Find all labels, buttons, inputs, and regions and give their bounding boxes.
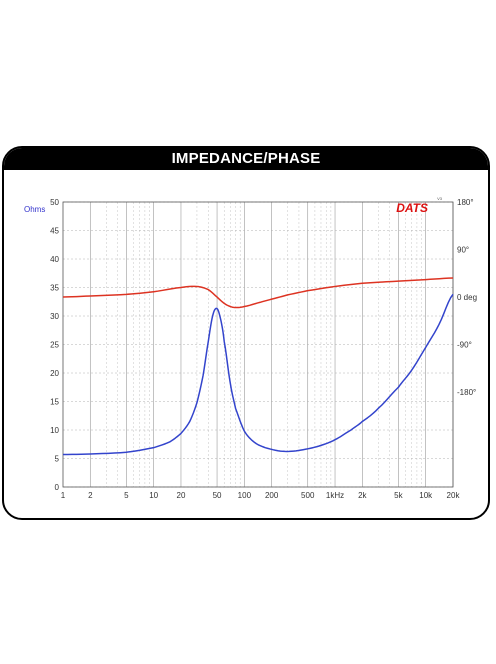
y-left-axis: 0 5 10 15 20 25 30 35 40 45 50 [50,198,59,492]
x-tick-label: 10k [419,491,433,500]
x-tick-label: 10 [149,491,158,500]
series [62,277,454,456]
y-right-tick-label: -180° [457,388,476,397]
x-tick-label: 2 [88,491,93,500]
y-left-tick-label: 15 [50,398,59,407]
x-tick-label: 20k [447,491,461,500]
y-left-tick-label: 40 [50,255,59,264]
x-tick-label: 200 [265,491,279,500]
chart-panel: IMPEDANCE/PHASE 0 5 10 15 20 25 30 35 40 45 50 180… [2,146,490,520]
x-tick-label: 500 [301,491,315,500]
y-left-tick-label: 50 [50,198,59,207]
x-tick-label: 5k [394,491,403,500]
chart-title: IMPEDANCE/PHASE [4,148,488,170]
x-tick-label: 1 [61,491,66,500]
impedance-line [62,293,454,456]
x-axis: 1 2 5 10 20 50 100 200 500 1kHz 2k 5k 10k 20k [61,491,461,500]
y-right-tick-label: -90° [457,341,472,350]
y-left-tick-label: 0 [55,483,60,492]
y-left-tick-label: 5 [55,455,60,464]
y-left-unit-label: Ohms [24,205,45,214]
x-tick-label: 1kHz [326,491,344,500]
y-left-tick-label: 20 [50,369,59,378]
x-tick-label: 5 [124,491,129,500]
x-tick-label: 100 [238,491,252,500]
y-left-tick-label: 10 [50,426,59,435]
y-left-tick-label: 45 [50,227,59,236]
y-right-tick-label: 90° [457,246,469,255]
plot-frame [62,201,454,488]
dats-logo: DATS [396,201,428,215]
y-left-tick-label: 30 [50,312,59,321]
y-left-tick-label: 35 [50,284,59,293]
y-right-tick-label: 180° [457,198,474,207]
phase-line [62,277,454,309]
y-right-axis: 180° 90° 0 deg -90° -180° [457,198,477,397]
y-left-tick-label: 25 [50,341,59,350]
dats-logo-version: V3 [437,196,443,201]
x-tick-label: 50 [213,491,222,500]
y-right-tick-label: 0 deg [457,293,477,302]
x-tick-label: 20 [177,491,186,500]
x-tick-label: 2k [358,491,367,500]
